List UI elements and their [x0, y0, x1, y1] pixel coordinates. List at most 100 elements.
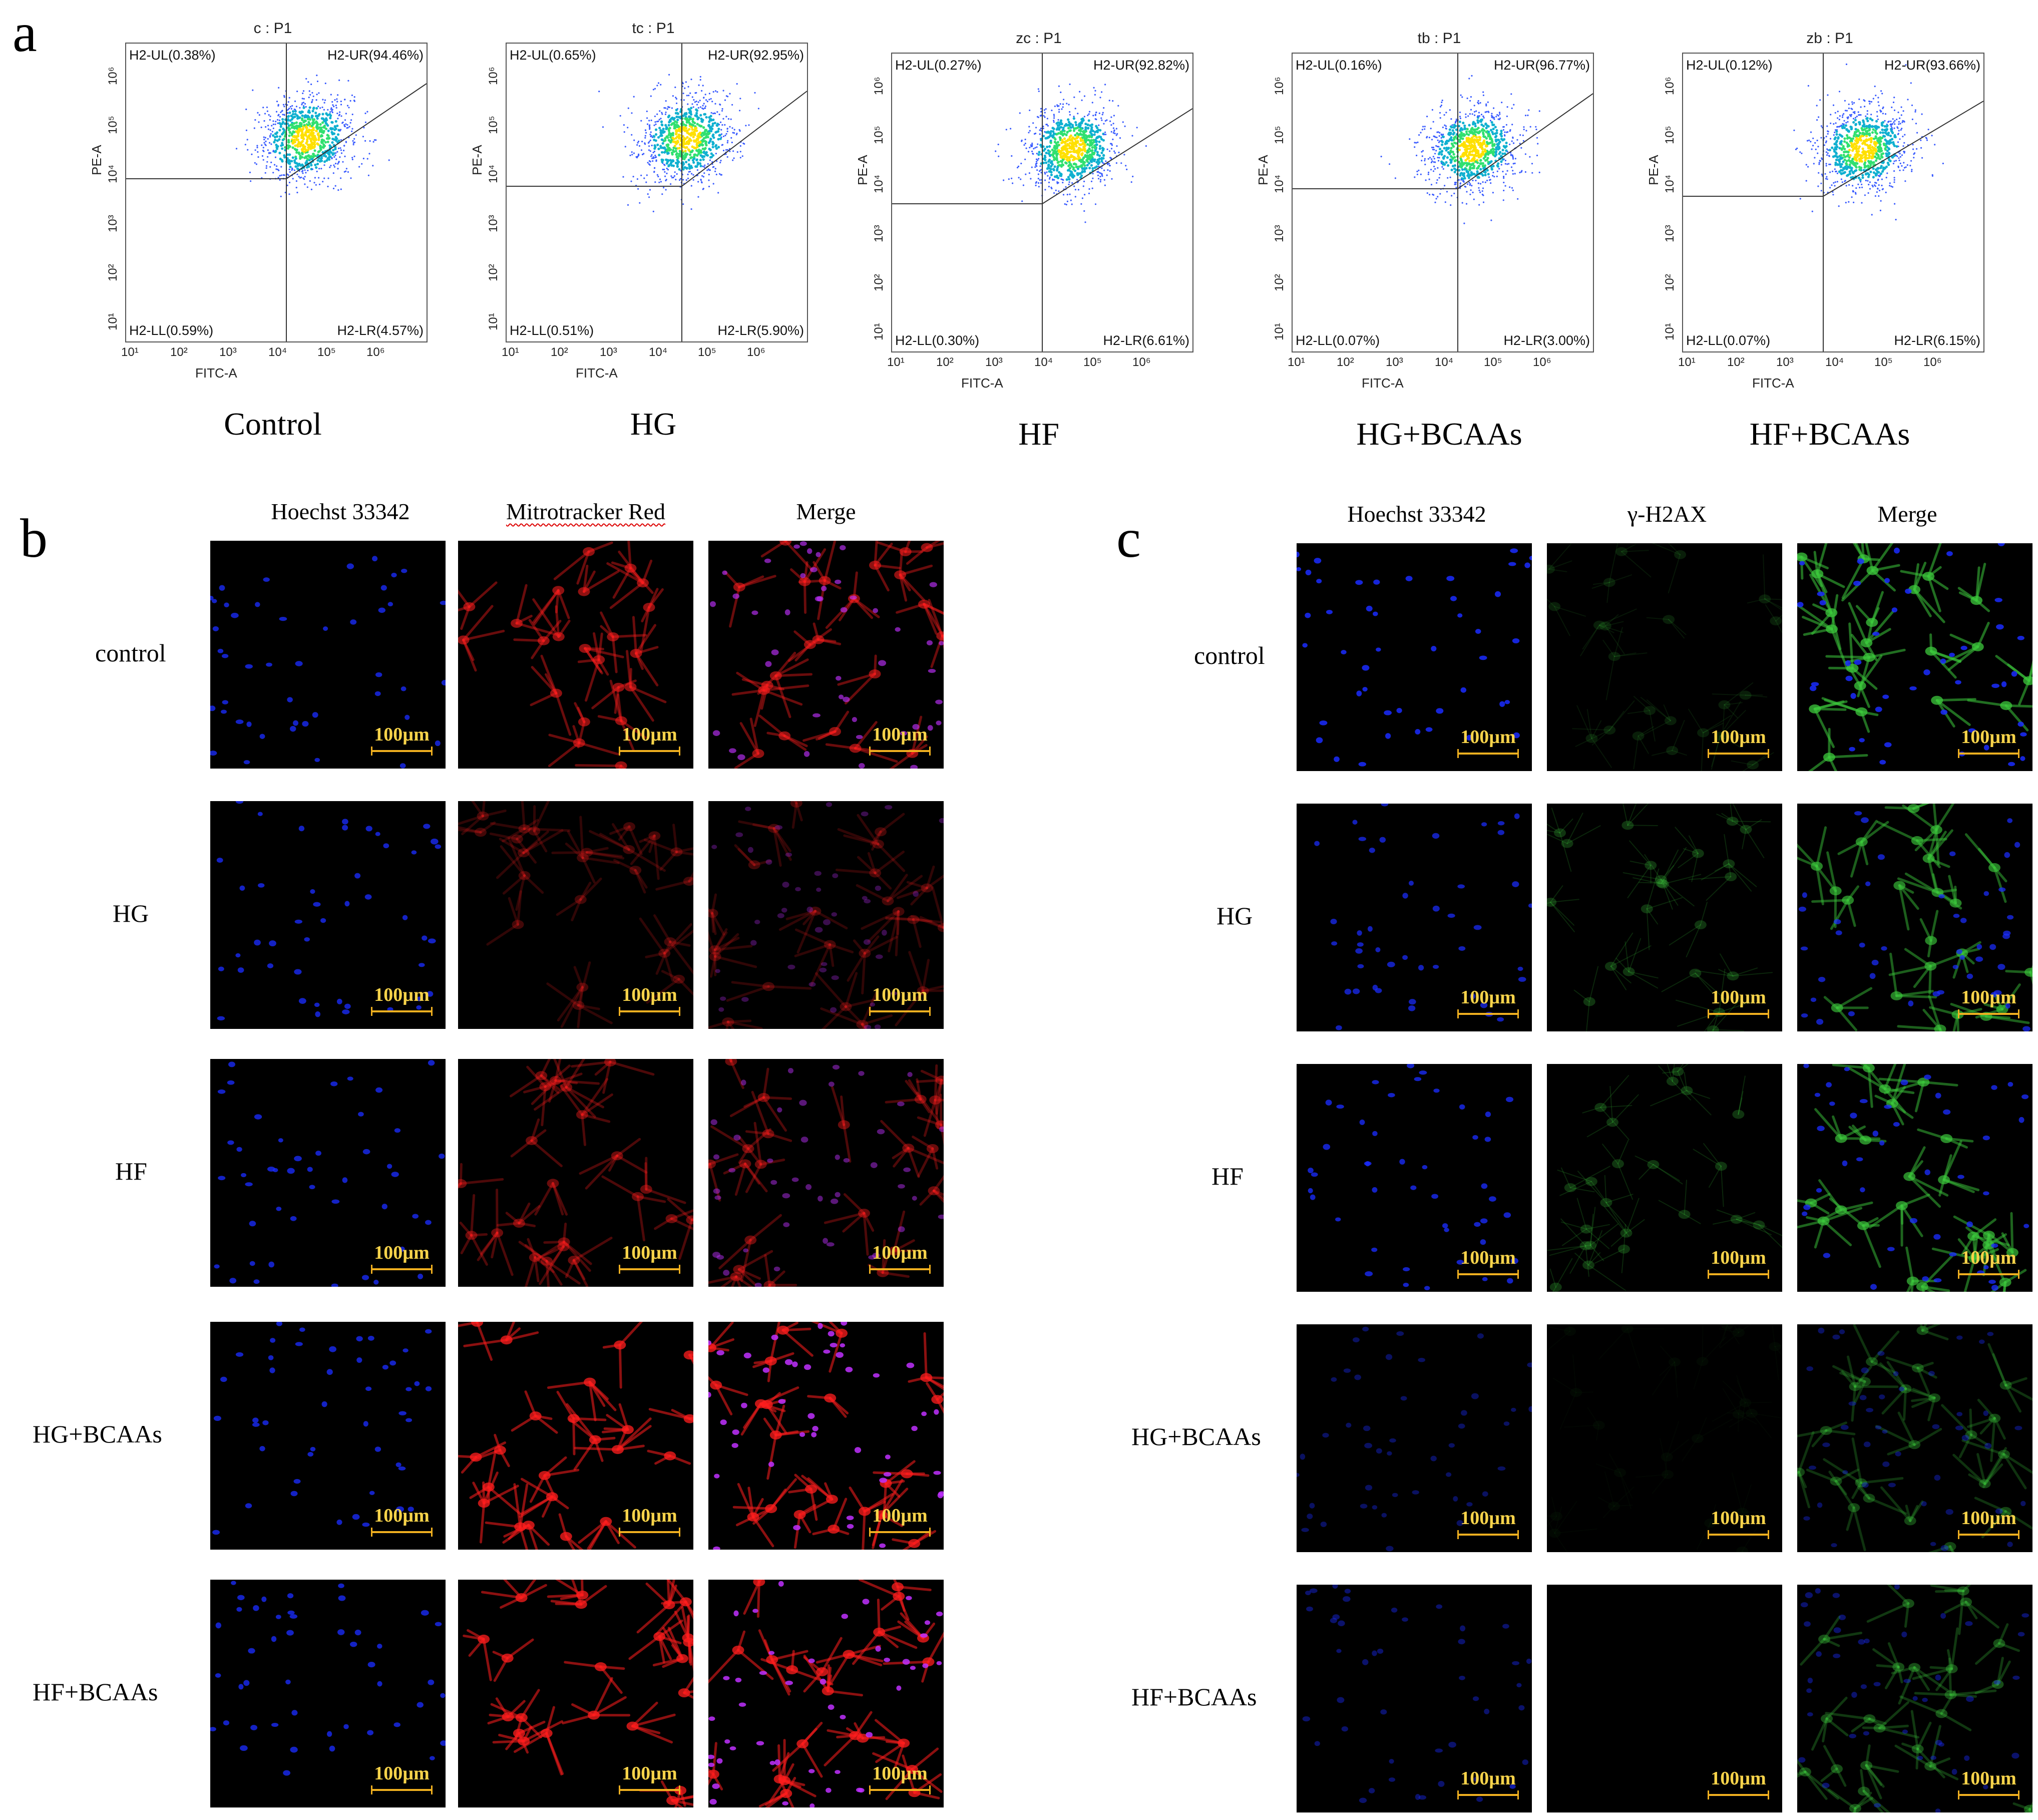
event-dot — [705, 116, 708, 119]
event-dot — [1490, 182, 1492, 184]
event-dot — [334, 136, 337, 139]
nucleus — [878, 660, 887, 666]
event-dot — [335, 104, 337, 107]
event-dot — [1039, 133, 1041, 135]
event-dot — [1055, 147, 1058, 150]
event-dot — [1493, 118, 1495, 120]
event-dot — [1830, 114, 1832, 116]
event-dot — [1049, 134, 1052, 137]
event-dot — [1437, 139, 1439, 141]
event-dot — [292, 135, 295, 138]
event-dot — [648, 149, 650, 151]
event-dot — [666, 160, 669, 163]
event-dot — [1052, 152, 1056, 155]
event-dot — [1844, 124, 1847, 127]
event-dot — [288, 97, 290, 99]
event-dot — [1065, 178, 1068, 181]
event-dot — [308, 118, 312, 121]
event-dot — [672, 146, 675, 149]
event-dot — [292, 178, 294, 180]
event-dot — [1439, 106, 1442, 108]
event-dot — [1455, 128, 1458, 131]
event-dot — [700, 179, 702, 181]
x-axis-label: FITC-A — [1752, 376, 1794, 391]
event-dot — [661, 112, 663, 114]
event-dot — [1876, 125, 1879, 129]
event-dot — [1827, 131, 1829, 133]
quadrant-label-lr: H2-LR(3.00%) — [1503, 333, 1590, 348]
event-dot — [1115, 162, 1117, 164]
quadrant-label-lr: H2-LR(6.61%) — [1103, 333, 1189, 348]
event-dot — [1499, 117, 1501, 119]
nucleus — [364, 894, 372, 900]
event-dot — [1467, 172, 1470, 175]
event-dot — [1868, 154, 1871, 157]
event-dot — [637, 188, 639, 190]
event-dot — [352, 142, 354, 144]
event-dot — [654, 133, 658, 136]
event-dot — [633, 139, 635, 141]
event-dot — [326, 140, 329, 143]
event-dot — [1466, 128, 1469, 131]
event-dot — [1434, 161, 1436, 163]
cell-body — [578, 587, 590, 596]
micro-image-svg — [216, 801, 442, 1021]
event-dot — [1884, 113, 1887, 115]
event-dot — [1921, 157, 1923, 159]
nucleus — [224, 602, 229, 608]
cell-body — [578, 717, 590, 726]
event-dot — [1872, 137, 1876, 140]
event-dot — [1861, 186, 1863, 188]
cell-process — [532, 598, 560, 638]
flow-plot-area: H2-UL(0.38%) H2-UR(94.46%) H2-LL(0.59%) H2-… — [125, 43, 428, 342]
event-dot — [320, 134, 323, 138]
event-dot — [678, 134, 681, 137]
event-dot — [305, 142, 308, 145]
event-dot — [719, 103, 721, 105]
event-dot — [1879, 175, 1881, 177]
event-dot — [322, 146, 325, 149]
event-dot — [1118, 151, 1120, 154]
event-dot — [1897, 111, 1899, 113]
event-dot — [1848, 107, 1850, 109]
event-dot — [1874, 131, 1877, 134]
event-dot — [667, 106, 669, 108]
event-dot — [1865, 132, 1868, 135]
event-dot — [1437, 196, 1439, 198]
event-dot — [687, 177, 689, 179]
event-dot — [1852, 121, 1855, 124]
event-dot — [664, 113, 666, 115]
panel-b-col-merge: Merge — [796, 499, 856, 524]
event-dot — [1068, 164, 1071, 167]
event-dot — [1490, 121, 1493, 124]
event-dot — [1893, 127, 1895, 129]
event-dot — [1835, 122, 1837, 124]
event-dot — [1502, 126, 1504, 128]
event-dot — [1008, 178, 1010, 180]
event-dot — [289, 165, 292, 168]
event-dot — [1500, 132, 1503, 135]
event-dot — [1880, 155, 1883, 158]
event-dot — [1426, 192, 1428, 194]
event-dot — [671, 153, 674, 156]
event-dot — [1424, 126, 1426, 128]
event-dot — [678, 143, 682, 146]
x-axis-label: FITC-A — [195, 366, 237, 381]
event-dot — [715, 173, 717, 176]
event-dot — [1912, 144, 1914, 146]
event-dot — [1462, 152, 1465, 155]
event-dot — [631, 154, 633, 156]
event-dot — [711, 146, 714, 149]
event-dot — [1081, 152, 1084, 155]
event-dot — [716, 91, 718, 93]
event-dot — [1795, 148, 1797, 150]
event-dot — [275, 135, 279, 138]
event-dot — [732, 150, 734, 152]
event-dot — [1878, 150, 1881, 153]
event-dot — [286, 173, 288, 175]
event-dot — [1855, 157, 1858, 160]
event-dot — [1819, 99, 1821, 101]
event-dot — [1490, 219, 1492, 221]
cell-process — [583, 570, 620, 593]
event-dot — [1466, 191, 1468, 193]
